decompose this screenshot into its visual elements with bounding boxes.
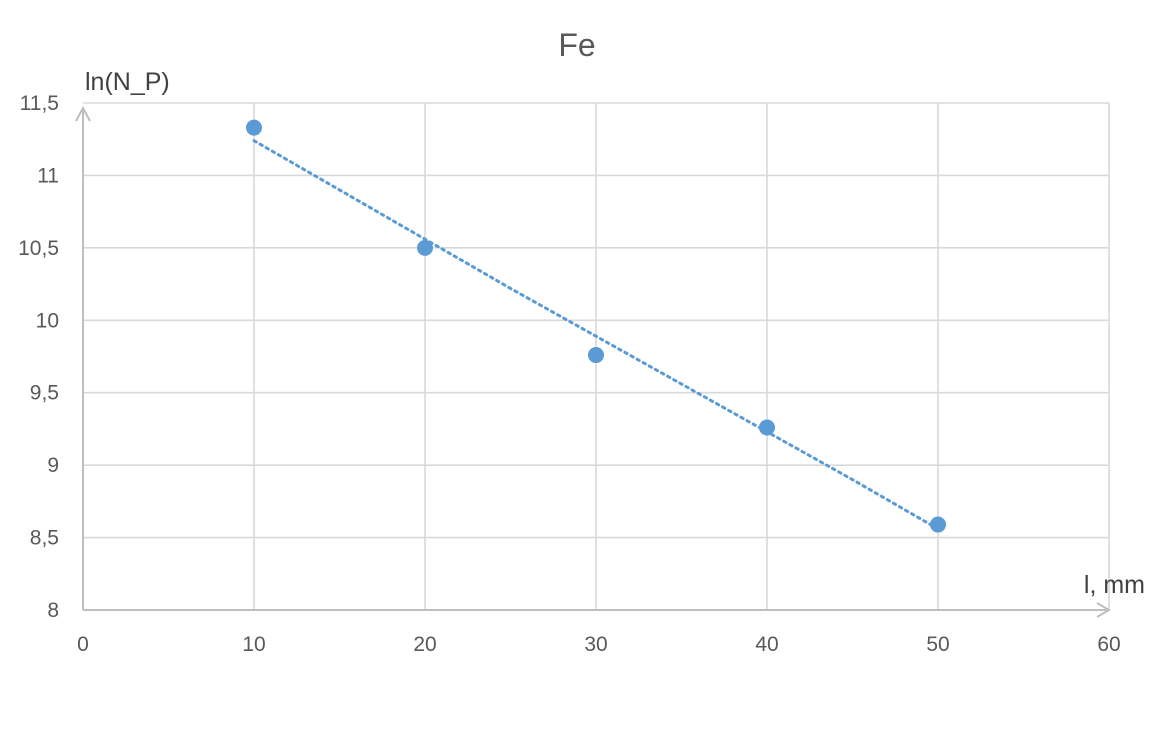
x-tick-label: 10 [242,633,265,656]
data-point [417,239,433,256]
y-tick-label: 8 [47,599,59,622]
data-point [930,516,946,533]
y-tick-label: 11,5 [20,92,59,115]
trendline [252,139,940,531]
y-axis-arrow-icon [75,105,91,122]
y-tick-label: 11 [37,164,59,187]
axes [75,105,1111,618]
x-tick-label: 0 [77,633,89,656]
x-tick-label: 60 [1097,633,1120,656]
data-point [759,419,775,436]
x-axis-arrow-icon [1096,602,1111,618]
x-tick-label: 50 [926,633,949,656]
y-tick-label: 10 [36,309,59,332]
x-tick-labels: 0 10 20 30 40 50 60 [77,633,1121,656]
chart-title: Fe [558,27,595,63]
trendline-layer [252,139,940,531]
y-tick-label: 10,5 [18,237,59,260]
y-tick-label: 8,5 [30,527,59,550]
y-tick-label: 9,5 [30,382,59,405]
y-tick-labels: 8 8,5 9 9,5 10 10,5 11 11,5 [18,92,59,622]
x-tick-label: 30 [584,633,607,656]
y-tick-label: 9 [47,454,59,477]
x-tick-label: 40 [755,633,778,656]
grid [83,102,1110,610]
x-axis-label: l, mm [1084,571,1145,599]
data-point [246,119,262,136]
data-points [246,119,946,533]
y-axis-label: ln(N_P) [85,68,170,96]
data-point [588,347,604,364]
x-tick-label: 20 [413,633,436,656]
